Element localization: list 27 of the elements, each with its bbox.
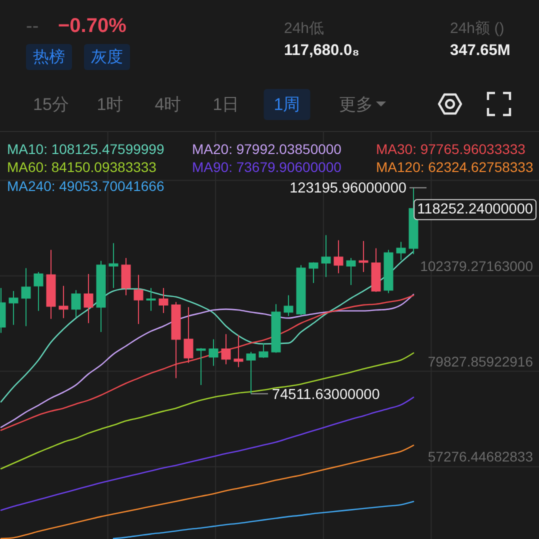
y-tick-label: 57276.44682833 (428, 448, 534, 465)
y-tick-label: 102379.27163000 (420, 258, 534, 274)
text: 1时 (96, 95, 124, 114)
annotation: 118252.24000000 (417, 202, 533, 218)
text: 117,680.0₈ (284, 42, 360, 59)
text: MA240: 49053.70041666 (7, 178, 164, 194)
text: 更多 (339, 95, 373, 114)
text: 1周 (274, 95, 300, 114)
text: MA30: 97765.96033333 (376, 141, 526, 157)
annotation: 74511.63000000 (272, 386, 380, 403)
text: 24h额 () (450, 20, 504, 37)
text: 灰度 (91, 48, 123, 66)
annotation: 123195.96000000 (290, 180, 406, 197)
text: MA60: 84150.09383333 (7, 159, 157, 175)
text: MA120: 62324.62758333 (376, 159, 534, 175)
text: -- (26, 16, 39, 37)
text: 347.65M (450, 42, 510, 59)
text: 1日 (212, 95, 240, 114)
text: −0.70% (58, 15, 127, 37)
text: MA10: 108125.47599999 (7, 141, 164, 157)
text: MA90: 73679.90600000 (192, 159, 342, 175)
text: MA20: 97992.03850000 (192, 141, 342, 157)
text: 4时 (154, 95, 182, 114)
text: 24h低 (284, 20, 324, 37)
text: 15分 (33, 95, 69, 114)
text: 热榜 (33, 48, 65, 66)
y-tick-label: 79827.85922916 (428, 353, 534, 370)
